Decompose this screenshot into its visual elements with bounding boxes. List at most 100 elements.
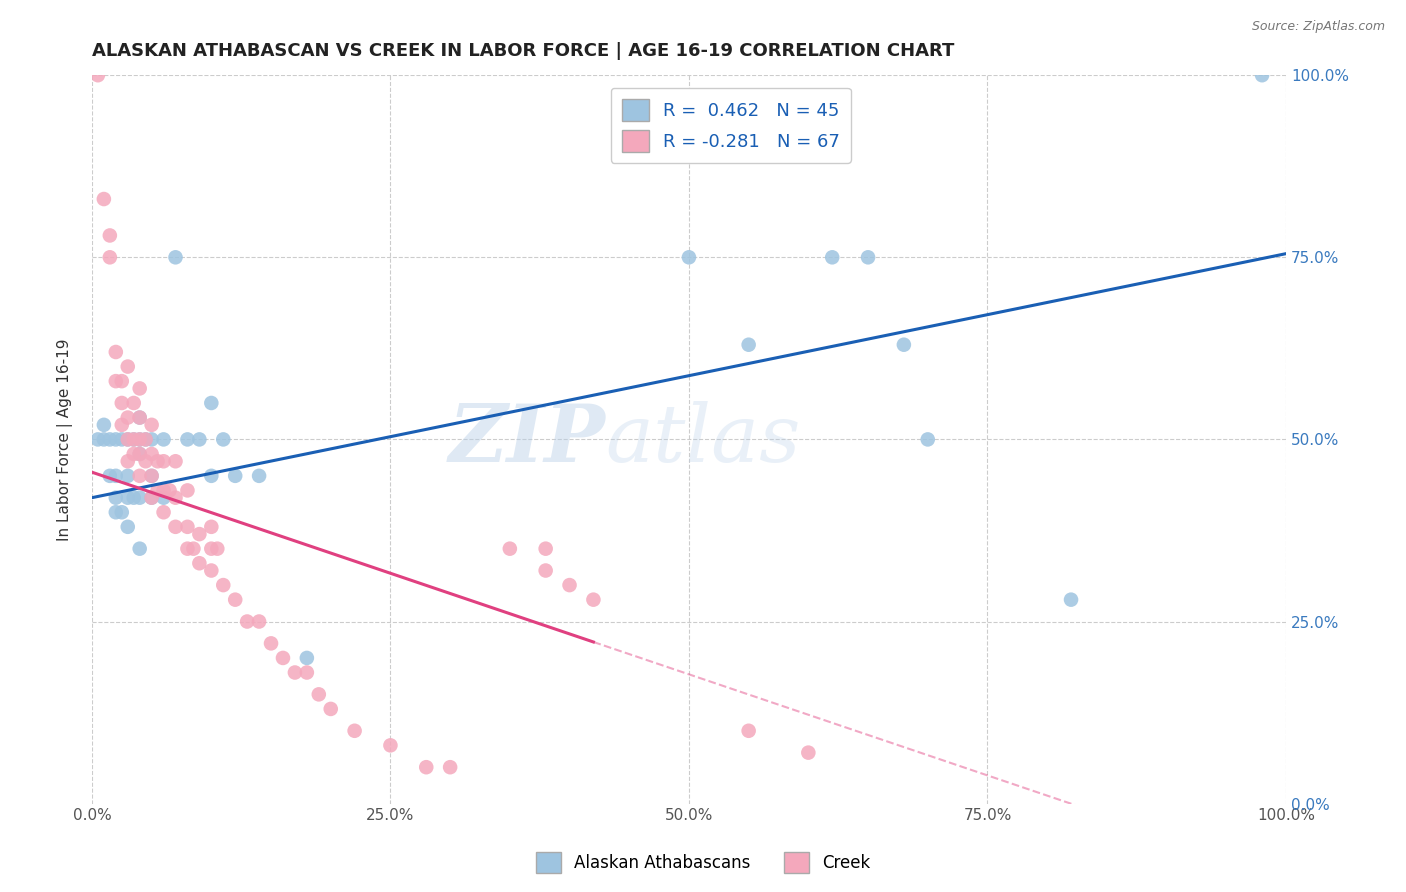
Point (117, 491, 139, 505)
Point (87, 433, 110, 447)
Point (165, 491, 187, 505)
Point (917, 433, 939, 447)
Point (499, 541, 522, 556)
Point (122, 396, 145, 410)
Point (117, 520, 139, 534)
Point (98, 228, 121, 243)
Point (93, 192, 115, 206)
Point (141, 447, 163, 461)
Point (183, 541, 205, 556)
Text: atlas: atlas (606, 401, 801, 478)
Point (207, 541, 229, 556)
Point (212, 578, 235, 592)
Point (104, 345, 127, 359)
Point (128, 541, 150, 556)
Point (117, 433, 139, 447)
Point (165, 454, 187, 468)
Point (128, 491, 150, 505)
Point (439, 760, 461, 774)
Legend: R =  0.462   N = 45, R = -0.281   N = 67: R = 0.462 N = 45, R = -0.281 N = 67 (610, 88, 851, 162)
Point (111, 433, 134, 447)
Point (159, 483, 181, 498)
Point (117, 454, 139, 468)
Point (200, 396, 222, 410)
Point (111, 396, 134, 410)
Point (152, 505, 174, 519)
Point (1060, 592, 1083, 607)
Point (141, 417, 163, 432)
Point (380, 739, 402, 753)
Point (128, 433, 150, 447)
Point (247, 468, 270, 483)
Point (135, 454, 157, 468)
Point (122, 433, 145, 447)
Point (122, 433, 145, 447)
Point (165, 520, 187, 534)
Point (534, 564, 557, 578)
Point (128, 381, 150, 395)
Point (308, 687, 330, 701)
Point (111, 374, 134, 388)
Point (212, 433, 235, 447)
Point (271, 651, 294, 665)
Point (295, 651, 318, 665)
Point (111, 417, 134, 432)
Point (737, 337, 759, 351)
Point (343, 723, 366, 738)
Point (117, 359, 139, 374)
Point (188, 556, 211, 570)
Legend: Alaskan Athabascans, Creek: Alaskan Athabascans, Creek (529, 846, 877, 880)
Point (152, 491, 174, 505)
Point (260, 636, 283, 650)
Point (224, 468, 246, 483)
Point (141, 491, 163, 505)
Text: Source: ZipAtlas.com: Source: ZipAtlas.com (1251, 20, 1385, 33)
Point (200, 520, 222, 534)
Point (98, 468, 121, 483)
Point (128, 447, 150, 461)
Point (128, 410, 150, 425)
Y-axis label: In Labor Force | Age 16-19: In Labor Force | Age 16-19 (58, 338, 73, 541)
Point (152, 454, 174, 468)
Point (200, 468, 222, 483)
Point (1251, 68, 1274, 82)
Point (247, 615, 270, 629)
Point (534, 541, 557, 556)
Point (117, 468, 139, 483)
Point (98, 250, 121, 264)
Point (236, 615, 259, 629)
Point (93, 433, 115, 447)
Point (582, 592, 605, 607)
Point (165, 250, 187, 264)
Point (678, 250, 700, 264)
Point (141, 491, 163, 505)
Point (111, 505, 134, 519)
Point (176, 520, 198, 534)
Point (146, 483, 169, 498)
Point (797, 746, 820, 760)
Point (104, 505, 127, 519)
Point (284, 665, 307, 680)
Point (128, 468, 150, 483)
Point (122, 491, 145, 505)
Point (146, 454, 169, 468)
Point (117, 410, 139, 425)
Point (188, 433, 211, 447)
Point (87, 68, 110, 82)
Point (415, 760, 437, 774)
Point (104, 468, 127, 483)
Point (176, 433, 198, 447)
Point (104, 374, 127, 388)
Point (152, 483, 174, 498)
Point (104, 491, 127, 505)
Point (319, 702, 342, 716)
Point (224, 592, 246, 607)
Point (122, 447, 145, 461)
Point (128, 410, 150, 425)
Point (141, 433, 163, 447)
Point (141, 468, 163, 483)
Point (200, 564, 222, 578)
Point (176, 541, 198, 556)
Point (558, 578, 581, 592)
Point (135, 433, 157, 447)
